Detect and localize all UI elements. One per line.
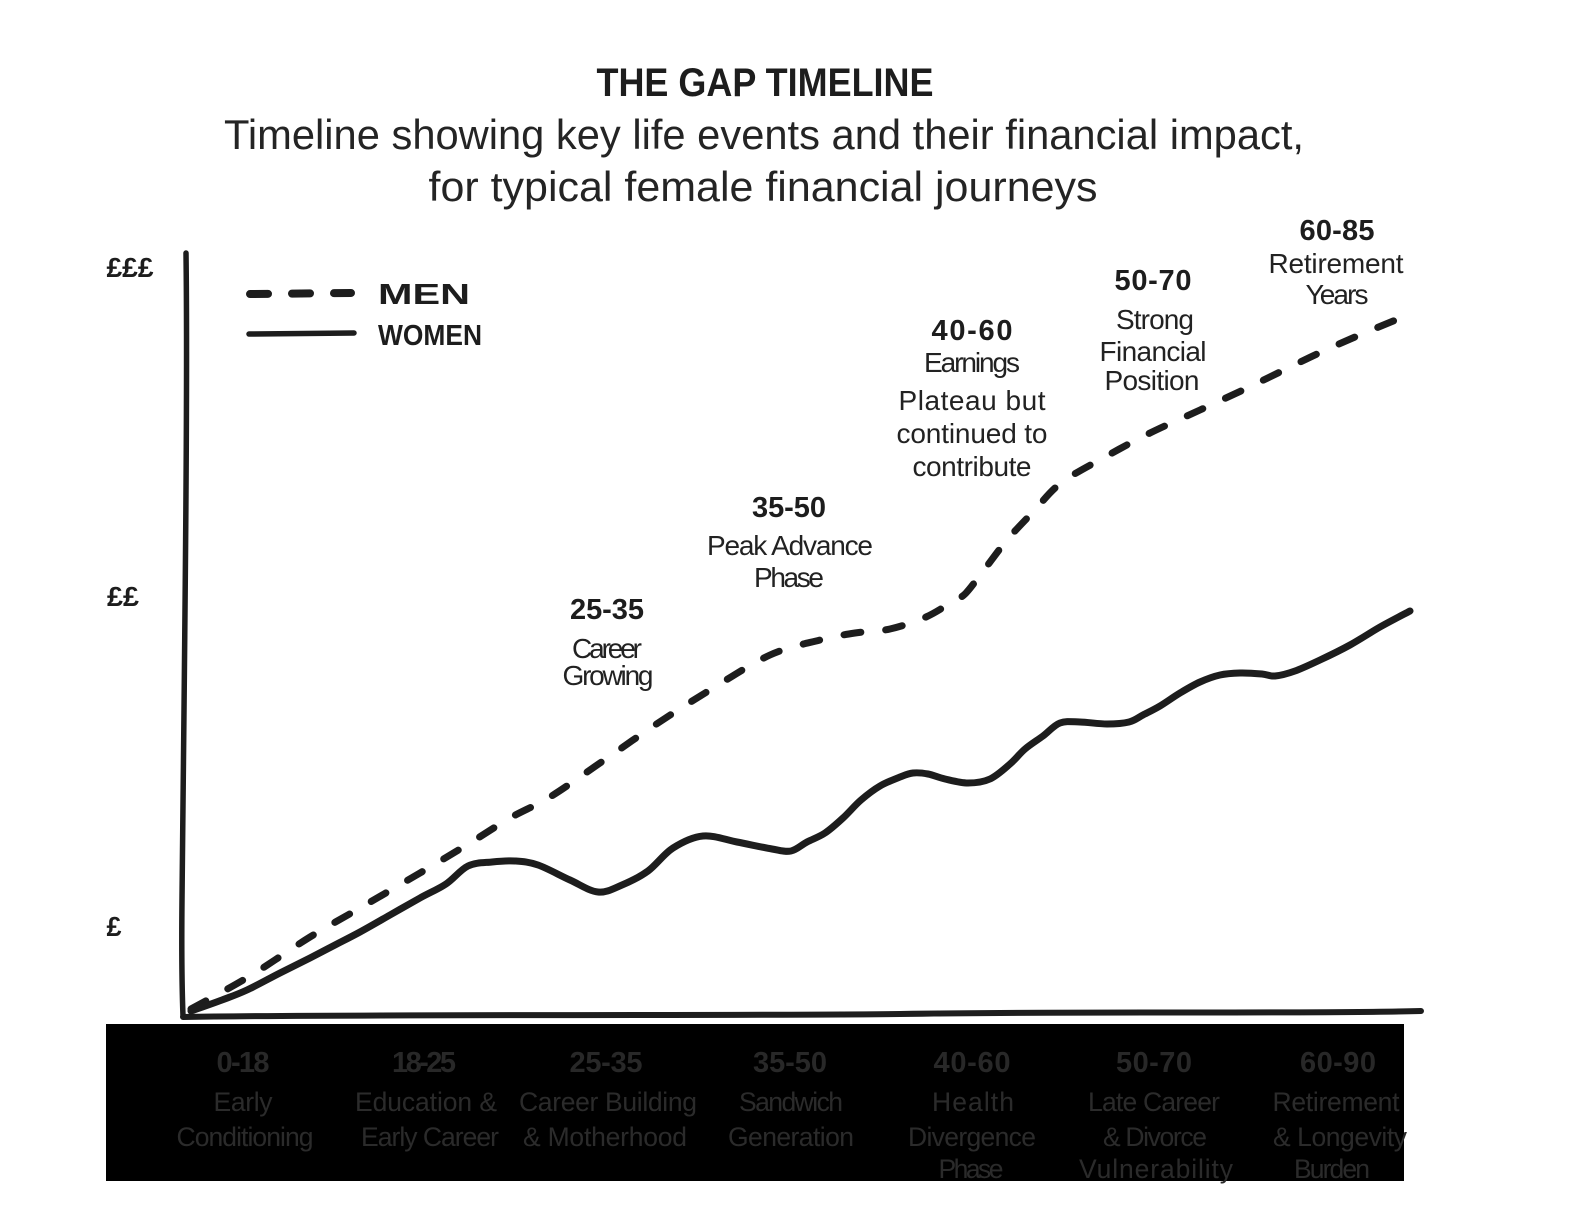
svg-text:Education &: Education & bbox=[355, 1087, 497, 1117]
svg-text:35-50: 35-50 bbox=[753, 1047, 827, 1079]
svg-text:Burden: Burden bbox=[1294, 1154, 1370, 1184]
svg-text:Phase: Phase bbox=[754, 562, 824, 593]
svg-text:continued to: continued to bbox=[897, 418, 1048, 449]
svg-text:Years: Years bbox=[1306, 279, 1369, 310]
svg-text:WOMEN: WOMEN bbox=[378, 320, 482, 352]
svg-text:& Divorce: & Divorce bbox=[1103, 1122, 1207, 1152]
svg-text:50-70: 50-70 bbox=[1115, 265, 1192, 297]
svg-text:Early: Early bbox=[214, 1087, 274, 1117]
svg-text:Financial: Financial bbox=[1100, 336, 1207, 367]
svg-text:18-25: 18-25 bbox=[392, 1047, 456, 1079]
svg-text:£££: £££ bbox=[107, 252, 154, 283]
svg-text:50-70: 50-70 bbox=[1116, 1047, 1192, 1079]
svg-text:Career: Career bbox=[572, 633, 642, 664]
svg-text:MEN: MEN bbox=[378, 279, 470, 311]
svg-text:Position: Position bbox=[1105, 365, 1200, 396]
svg-text:25-35: 25-35 bbox=[570, 594, 644, 626]
svg-text:35-50: 35-50 bbox=[752, 492, 826, 524]
svg-text:& Motherhood: & Motherhood bbox=[523, 1122, 687, 1152]
svg-text:Timeline showing key life even: Timeline showing key life events and the… bbox=[224, 111, 1304, 158]
svg-text:Late Career: Late Career bbox=[1088, 1087, 1220, 1117]
svg-text:Early Career: Early Career bbox=[361, 1122, 499, 1152]
svg-text:Retirement: Retirement bbox=[1273, 1087, 1401, 1117]
svg-text:& Longevity: & Longevity bbox=[1273, 1122, 1408, 1152]
svg-text:Divergence: Divergence bbox=[908, 1122, 1036, 1152]
svg-text:Career Building: Career Building bbox=[519, 1087, 697, 1117]
svg-text:£: £ bbox=[107, 911, 122, 942]
svg-text:Strong: Strong bbox=[1116, 304, 1194, 335]
svg-text:Health: Health bbox=[932, 1087, 1014, 1117]
svg-text:Growing: Growing bbox=[563, 660, 654, 691]
svg-text:40-60: 40-60 bbox=[934, 1047, 1011, 1079]
svg-text:££: ££ bbox=[107, 581, 139, 612]
svg-text:Vulnerability: Vulnerability bbox=[1079, 1154, 1234, 1184]
svg-text:0-18: 0-18 bbox=[217, 1047, 270, 1079]
svg-text:40-60: 40-60 bbox=[932, 315, 1013, 347]
svg-text:Earnings: Earnings bbox=[924, 347, 1020, 378]
svg-text:Conditioning: Conditioning bbox=[177, 1122, 314, 1152]
svg-text:Peak Advance: Peak Advance bbox=[707, 530, 873, 561]
svg-text:THE GAP TIMELINE: THE GAP TIMELINE bbox=[597, 61, 934, 105]
svg-text:Generation: Generation bbox=[728, 1122, 854, 1152]
svg-text:for typical female financial j: for typical female financial journeys bbox=[429, 163, 1098, 210]
svg-text:contribute: contribute bbox=[913, 451, 1032, 482]
svg-text:25-35: 25-35 bbox=[570, 1047, 643, 1079]
svg-text:Plateau but: Plateau but bbox=[899, 385, 1046, 416]
svg-text:Phase: Phase bbox=[939, 1154, 1004, 1184]
svg-text:60-85: 60-85 bbox=[1300, 215, 1375, 247]
svg-text:Retirement: Retirement bbox=[1269, 248, 1404, 279]
svg-text:Sandwich: Sandwich bbox=[739, 1087, 843, 1117]
svg-text:60-90: 60-90 bbox=[1300, 1047, 1376, 1079]
